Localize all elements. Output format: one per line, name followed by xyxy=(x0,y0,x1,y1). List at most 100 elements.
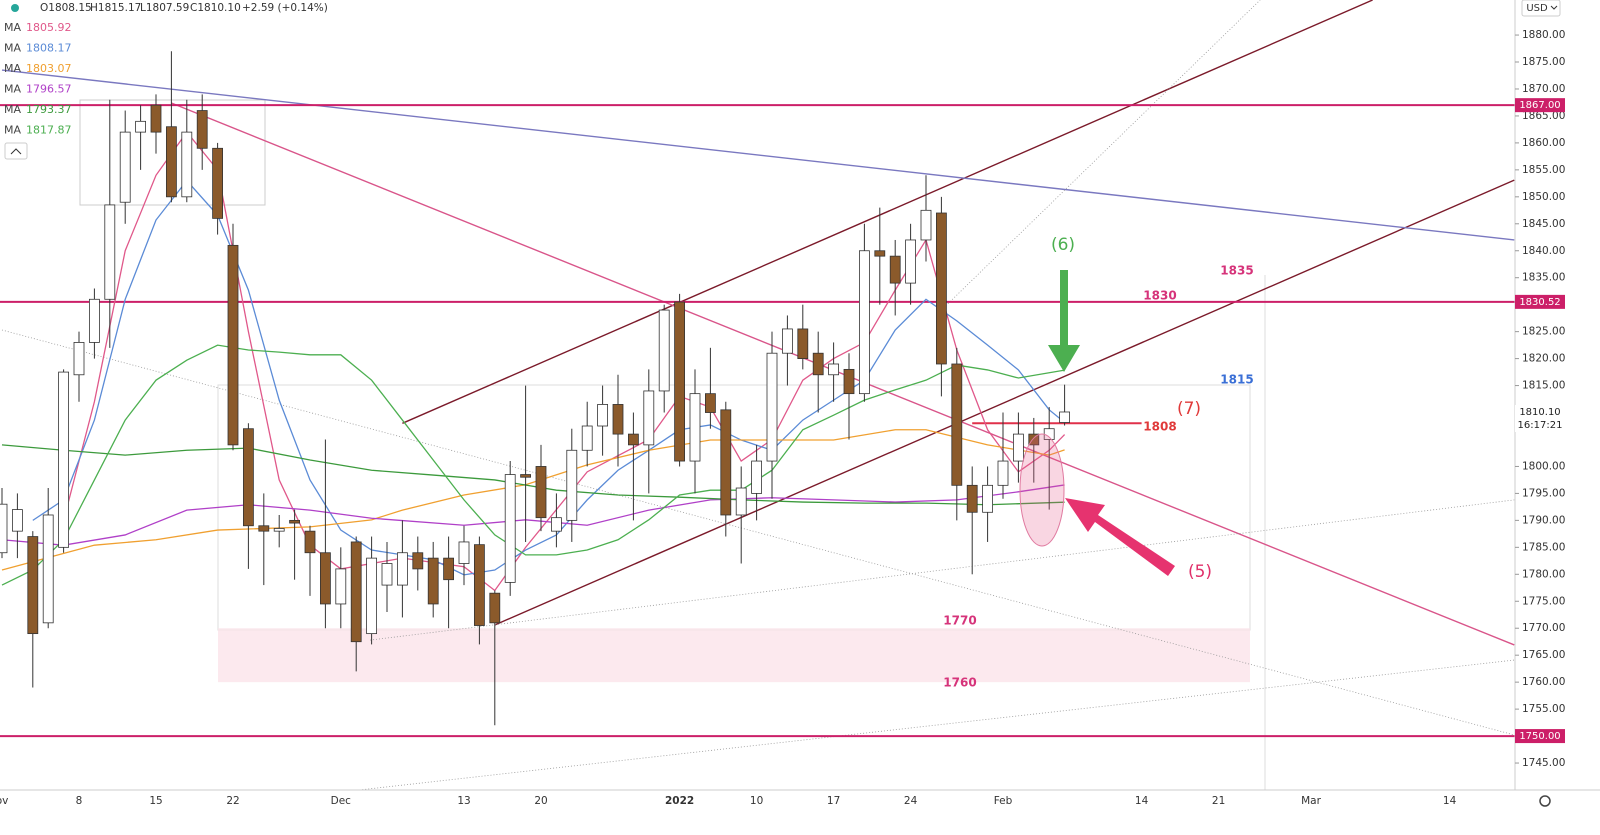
plot-area xyxy=(0,0,1515,790)
candle-body xyxy=(335,568,347,605)
x-tick-label: 10 xyxy=(750,795,763,807)
annotation: 1808 xyxy=(1143,420,1176,434)
countdown: 16:17:21 xyxy=(1518,420,1563,431)
legend-value: 1793.37 xyxy=(26,103,72,116)
candle-body xyxy=(628,433,639,446)
annotation: (5) xyxy=(1188,562,1212,582)
ohlc-value: H1815.17 xyxy=(90,2,141,14)
currency[interactable]: USD xyxy=(1526,3,1548,14)
y-tick-label: 1780.00 xyxy=(1522,568,1565,580)
last-price-label: 1810.10 xyxy=(1519,407,1560,418)
y-tick-label: 1815.00 xyxy=(1522,380,1565,392)
candle-body xyxy=(889,255,901,284)
candle-body xyxy=(674,301,685,462)
legend-value: 1805.92 xyxy=(26,21,72,34)
trendline xyxy=(941,0,1261,311)
candle-body xyxy=(135,120,147,133)
candle-body xyxy=(89,298,100,343)
trendline xyxy=(1,69,1515,241)
candle-body xyxy=(797,328,809,360)
annotation: (6) xyxy=(1051,235,1075,255)
candle-body xyxy=(0,503,8,554)
legend-name: MA xyxy=(4,42,21,55)
legend-value: 1803.07 xyxy=(26,62,72,75)
y-tick-label: 1850.00 xyxy=(1522,191,1565,203)
candle-body xyxy=(58,371,69,548)
x-tick-label: 17 xyxy=(827,795,840,807)
y-tick-label: 1770.00 xyxy=(1522,622,1565,634)
candle-body xyxy=(504,474,516,583)
candle-body xyxy=(304,530,316,554)
candle-body xyxy=(119,131,131,203)
candle-body xyxy=(520,474,531,478)
candle-body xyxy=(196,110,208,149)
x-tick-label: Mar xyxy=(1301,795,1321,807)
pink-arrow xyxy=(1065,498,1175,576)
last-price-tag xyxy=(1515,404,1565,432)
legend-name: MA xyxy=(4,83,21,96)
candle-body xyxy=(11,509,23,532)
level-tag-label: 1830.52 xyxy=(1519,297,1560,308)
candle-body xyxy=(273,528,285,532)
candle-body xyxy=(581,425,593,451)
candle-body xyxy=(812,352,824,376)
legend-name: MA xyxy=(4,21,21,34)
x-tick-label: 13 xyxy=(457,795,470,807)
moving-average xyxy=(1,444,1065,506)
collapse-button[interactable] xyxy=(4,142,28,160)
annotation: 1770 xyxy=(943,614,976,628)
y-tick-label: 1745.00 xyxy=(1522,757,1565,769)
candle-body xyxy=(366,557,378,635)
currency-caret xyxy=(1550,5,1558,10)
candle-body xyxy=(966,484,978,513)
candle-body xyxy=(936,212,947,365)
trendline xyxy=(370,499,1515,641)
level-tag xyxy=(1515,729,1565,744)
candle-body xyxy=(73,342,85,376)
y-tick-label: 1755.00 xyxy=(1522,703,1565,715)
candle-body xyxy=(412,552,424,570)
y-tick-label: 1840.00 xyxy=(1522,245,1565,257)
x-tick-label: 15 xyxy=(149,795,162,807)
x-tick-label: 2022 xyxy=(665,795,694,807)
overlay: 1880.00 1875.00 1870.00 1865.00 1860.00 1855.… xyxy=(0,2,1565,807)
candle-body xyxy=(643,390,655,446)
settings-button[interactable] xyxy=(1539,795,1551,807)
y-tick-label: 1785.00 xyxy=(1522,541,1565,553)
candle-body xyxy=(982,484,993,513)
candle-body xyxy=(396,552,408,586)
annotation: 1830 xyxy=(1143,289,1176,303)
moving-average xyxy=(1,344,1065,586)
candle-body xyxy=(27,536,39,635)
candle-body xyxy=(689,393,701,462)
candle-body xyxy=(551,517,562,532)
plot-under xyxy=(79,99,1266,790)
annotation: 1760 xyxy=(943,676,976,690)
candle-body xyxy=(381,563,393,586)
ohlc-value: O1808.15 xyxy=(40,2,92,14)
annotation: (7) xyxy=(1177,399,1201,419)
trendline xyxy=(402,0,1373,424)
legend-name: MA xyxy=(4,103,21,116)
candle-body xyxy=(1028,433,1040,446)
x-tick-label: 21 xyxy=(1212,795,1225,807)
legend-name: MA xyxy=(4,124,21,137)
candle-body xyxy=(319,552,331,605)
candle-body xyxy=(427,557,439,605)
x-tick-label: 20 xyxy=(534,795,547,807)
currency-select[interactable] xyxy=(1521,0,1561,17)
y-tick-label: 1860.00 xyxy=(1522,137,1565,149)
ohlc-value: L1807.59 xyxy=(140,2,189,14)
candle-body xyxy=(1059,411,1070,423)
candle-body xyxy=(905,239,916,284)
level-tag xyxy=(1515,98,1565,113)
y-tick-label: 1835.00 xyxy=(1522,272,1565,284)
candle-body xyxy=(227,244,239,446)
x-tick-label: 22 xyxy=(226,795,239,807)
legend-value: 1808.17 xyxy=(26,42,72,55)
candle-body xyxy=(165,126,177,198)
candle-body xyxy=(751,460,762,494)
annotation: 1835 xyxy=(1220,264,1253,278)
y-tick-label: 1765.00 xyxy=(1522,649,1565,661)
box-outline xyxy=(79,99,266,206)
